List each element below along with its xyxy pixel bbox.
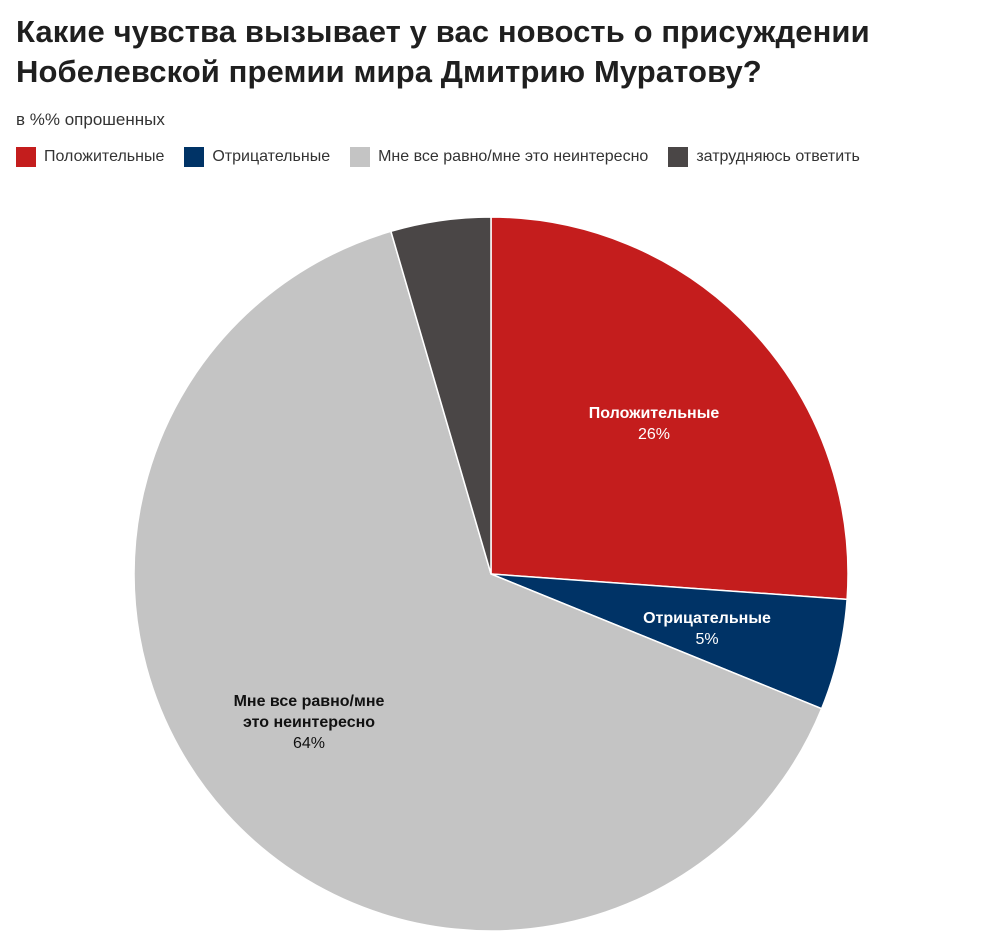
legend: Положительные Отрицательные Мне все равн… bbox=[16, 147, 880, 167]
legend-label: Отрицательные bbox=[212, 148, 331, 165]
legend-item-positive: Положительные bbox=[16, 147, 164, 167]
legend-item-indifferent: Мне все равно/мне это неинтересно bbox=[350, 147, 648, 167]
legend-swatch bbox=[350, 147, 371, 167]
slice-undecided bbox=[389, 216, 492, 575]
chart-subtitle: в %% опрошенных bbox=[16, 110, 165, 129]
chart-title: Какие чувства вызывает у вас новость о п… bbox=[16, 14, 870, 89]
slice-category-label: Положительные bbox=[589, 405, 720, 422]
pie-slices bbox=[133, 216, 849, 932]
legend-item-undecided: затрудняюсь ответить bbox=[668, 147, 860, 167]
slice-positive bbox=[490, 216, 849, 601]
legend-swatch bbox=[184, 147, 205, 167]
pie-labels: Положительные 26% Отрицательные 5% Мне все р… bbox=[234, 405, 771, 752]
slice-indifferent bbox=[133, 230, 823, 932]
legend-swatch bbox=[16, 147, 36, 167]
legend-label: затрудняюсь ответить bbox=[696, 148, 860, 165]
slice-value-label: 5% bbox=[695, 631, 718, 648]
slice-value-label: 26% bbox=[638, 426, 670, 443]
slice-category-label: это неинтересно bbox=[243, 714, 375, 731]
legend-item-negative: Отрицательные bbox=[184, 147, 330, 167]
legend-label: Мне все равно/мне это неинтересно bbox=[378, 148, 649, 165]
slice-value-label: 64% bbox=[293, 735, 325, 752]
slice-category-label: Мне все равно/мне bbox=[234, 693, 385, 710]
legend-label: Положительные bbox=[44, 148, 165, 165]
legend-swatch bbox=[668, 147, 689, 167]
slice-category-label: Отрицательные bbox=[643, 610, 771, 627]
